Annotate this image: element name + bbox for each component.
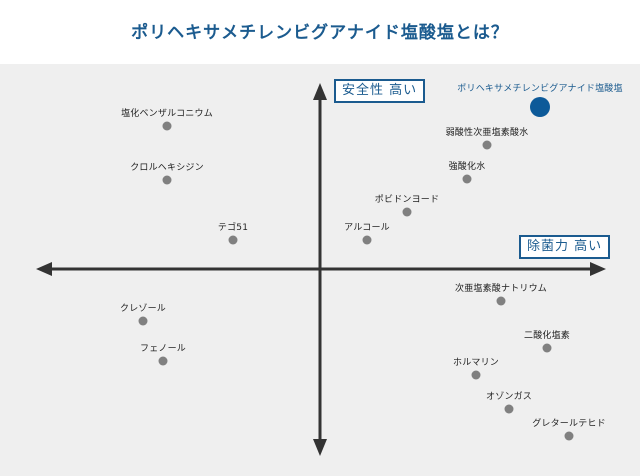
page-title: ポリヘキサメチレンビグアナイド塩酸塩とは？ [131, 22, 509, 43]
x-axis-label: 除菌力 高い [519, 235, 611, 259]
point-marker [362, 235, 372, 245]
point-label: ホルマリン [452, 358, 500, 368]
arrow-right-icon [590, 262, 606, 276]
point-label: オゾンガス [485, 392, 533, 402]
point-marker [138, 316, 148, 326]
point-marker [158, 356, 168, 366]
title-bar: ポリヘキサメチレンビグアナイド塩酸塩とは？ [0, 0, 640, 64]
arrow-left-icon [36, 262, 52, 276]
point-marker [482, 140, 492, 150]
point-label: 次亜塩素酸ナトリウム [454, 284, 548, 294]
point-marker [162, 175, 172, 185]
point-label: 二酸化塩素 [523, 331, 571, 341]
point-label: クレゾール [119, 304, 167, 314]
point-label: アルコール [344, 223, 390, 233]
point-marker [496, 296, 506, 306]
point-label: グレタールテヒド [532, 419, 606, 429]
highlight-point-marker [530, 97, 550, 117]
arrow-up-icon [313, 83, 327, 100]
point-marker [228, 235, 238, 245]
point-label: フェノール [139, 344, 187, 354]
point-marker [402, 207, 412, 217]
point-label: ポリヘキサメチレンビグアナイド塩酸塩 [457, 84, 623, 94]
point-marker [542, 343, 552, 353]
point-label: 強酸化水 [448, 162, 486, 172]
point-marker [564, 431, 574, 441]
point-marker [162, 121, 172, 131]
point-label: ポビドンヨード [374, 195, 440, 205]
point-label: クロルヘキシジン [130, 163, 204, 173]
point-label: テゴ51 [217, 223, 249, 233]
point-label: 弱酸性次亜塩素酸水 [445, 128, 529, 138]
arrow-down-icon [313, 439, 327, 456]
point-marker [462, 174, 472, 184]
y-axis-label: 安全性 高い [334, 79, 426, 103]
point-label: 塩化ベンザルコニウム [121, 109, 213, 119]
point-marker [504, 404, 514, 414]
point-marker [471, 370, 481, 380]
